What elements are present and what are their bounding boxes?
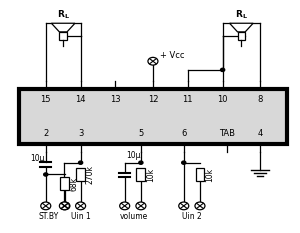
Text: 6: 6 — [181, 129, 186, 138]
Text: 10k: 10k — [205, 168, 214, 182]
Bar — [59, 32, 67, 40]
Text: + Vcc: + Vcc — [160, 51, 185, 60]
Circle shape — [136, 202, 146, 210]
Text: $\mathbf{R_L}$: $\mathbf{R_L}$ — [57, 8, 70, 21]
Circle shape — [195, 202, 205, 210]
Circle shape — [182, 161, 186, 164]
Bar — [76, 168, 85, 181]
Text: 8: 8 — [257, 95, 263, 104]
Circle shape — [76, 202, 85, 210]
Text: 10μ: 10μ — [30, 154, 44, 163]
Text: 68k: 68k — [70, 177, 79, 191]
Polygon shape — [230, 23, 253, 32]
Circle shape — [79, 161, 83, 164]
Bar — [136, 168, 145, 181]
Text: 270k: 270k — [85, 165, 94, 184]
Text: 11: 11 — [182, 95, 193, 104]
Bar — [61, 177, 69, 190]
Text: 10: 10 — [218, 95, 228, 104]
Text: 10μ: 10μ — [126, 151, 141, 160]
Text: TAB: TAB — [219, 129, 235, 138]
Circle shape — [220, 68, 225, 72]
Circle shape — [41, 202, 51, 210]
Circle shape — [179, 202, 189, 210]
Polygon shape — [51, 23, 75, 32]
Text: 12: 12 — [148, 95, 158, 104]
Circle shape — [44, 173, 48, 176]
Text: 4: 4 — [257, 129, 263, 138]
Text: 15: 15 — [40, 95, 51, 104]
Text: volume: volume — [119, 212, 148, 221]
Bar — [19, 89, 287, 144]
Text: $\mathbf{R_L}$: $\mathbf{R_L}$ — [235, 8, 248, 21]
Bar — [196, 168, 204, 181]
Text: Uin 2: Uin 2 — [182, 212, 202, 221]
Circle shape — [139, 161, 143, 164]
Circle shape — [60, 202, 70, 210]
Text: 3: 3 — [78, 129, 83, 138]
Text: 14: 14 — [75, 95, 86, 104]
Text: 10k: 10k — [146, 168, 155, 182]
Circle shape — [120, 202, 130, 210]
Text: ST.BY: ST.BY — [39, 212, 59, 221]
Text: Uin 1: Uin 1 — [71, 212, 91, 221]
Circle shape — [59, 202, 69, 210]
Text: 2: 2 — [43, 129, 48, 138]
Bar — [238, 32, 245, 40]
Text: 5: 5 — [138, 129, 143, 138]
Circle shape — [148, 57, 158, 65]
Text: 13: 13 — [110, 95, 121, 104]
